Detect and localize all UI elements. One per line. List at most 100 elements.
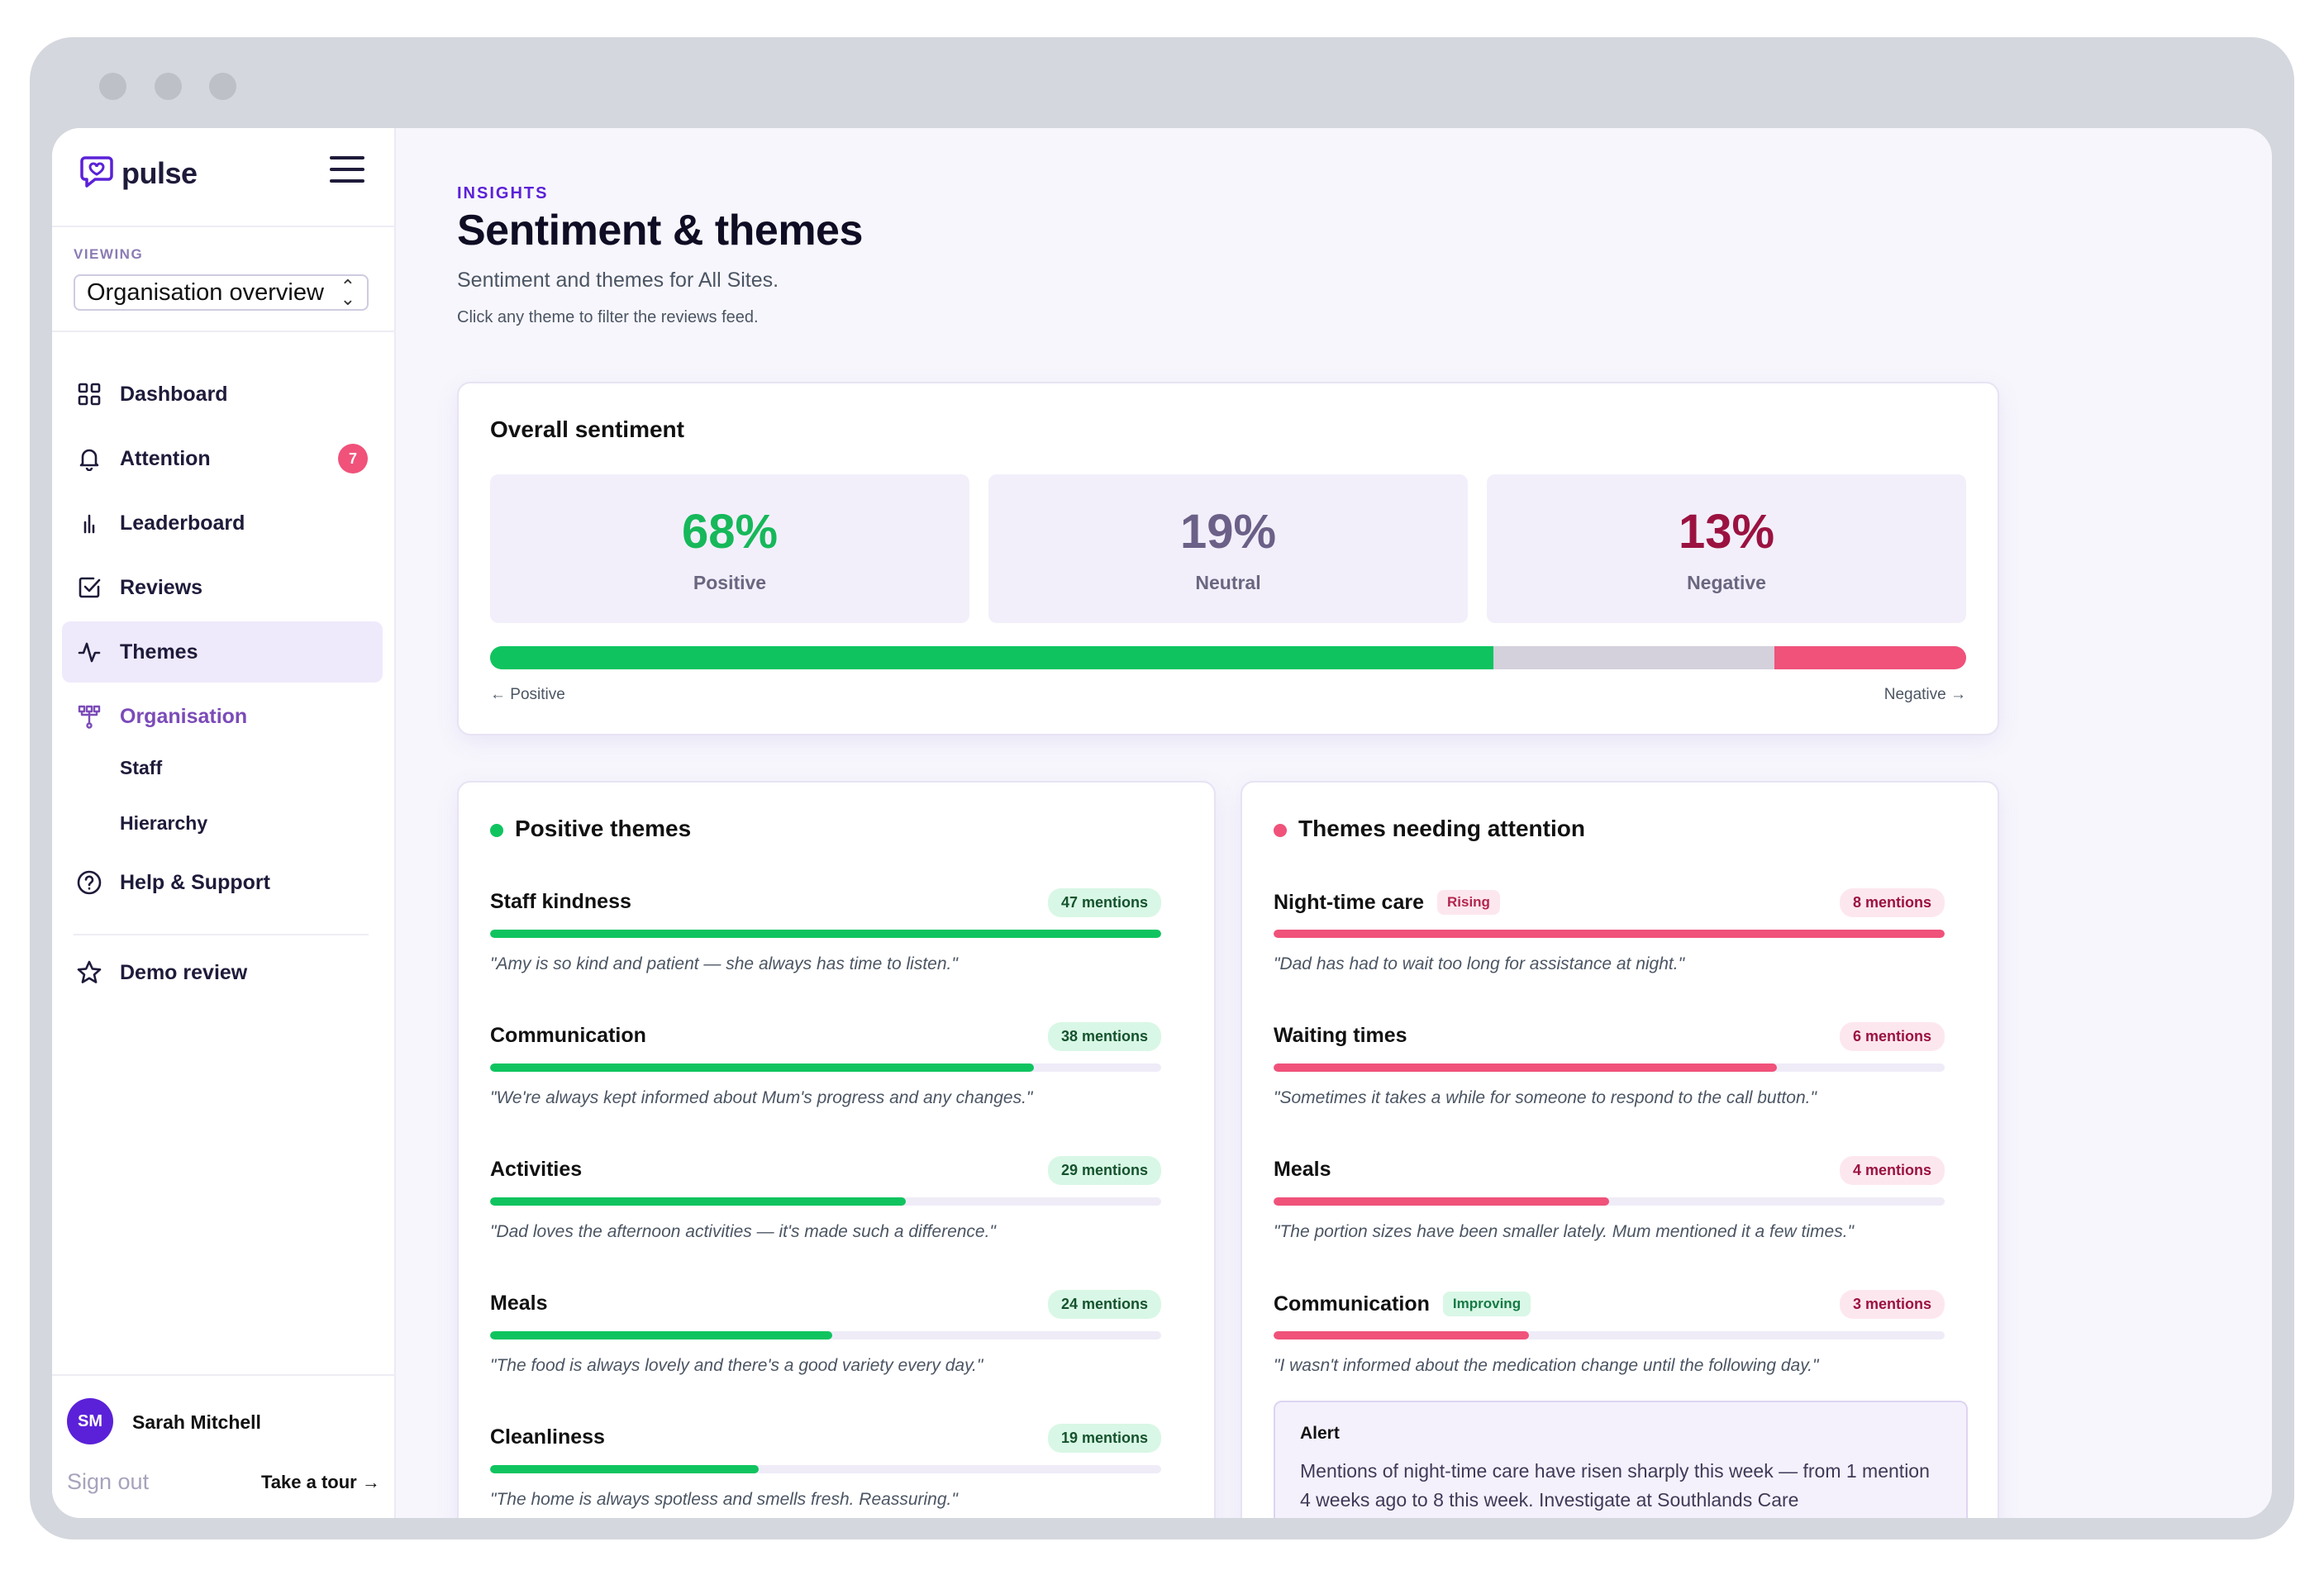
sidebar-item-label: Organisation	[120, 704, 248, 728]
sidebar-item-leaderboard[interactable]: Leaderboard	[62, 492, 383, 554]
negative-label: Negative	[1687, 572, 1766, 593]
take-tour-link[interactable]: Take a tour →	[261, 1472, 380, 1492]
page-eyebrow: INSIGHTS	[457, 184, 549, 202]
theme-row[interactable]: Cleanliness 19 mentions "The home is alway…	[490, 1424, 1161, 1518]
theme-name: Night-time care	[1274, 890, 1424, 914]
mentions-badge: 4 mentions	[1839, 1156, 1945, 1185]
sidebar-item-attention[interactable]: Attention 7	[62, 428, 383, 489]
trend-tag: Rising	[1436, 890, 1500, 915]
mentions-badge: 6 mentions	[1839, 1022, 1945, 1051]
sentiment-bar-neutral	[1493, 646, 1774, 669]
logo[interactable]: pulse	[79, 153, 198, 193]
positive-dot-icon	[490, 824, 503, 837]
sidebar-item-label: Themes	[120, 640, 198, 664]
theme-bar-fill	[1274, 930, 1945, 938]
theme-name-wrap: Meals	[1274, 1158, 1331, 1182]
sidebar-divider	[52, 1374, 396, 1376]
negative-percentage: 13%	[1678, 505, 1775, 559]
theme-bar-fill	[490, 1465, 759, 1473]
sidebar-item-label: Dashboard	[120, 382, 228, 406]
mentions-badge: 47 mentions	[1047, 888, 1161, 917]
theme-bar-fill	[490, 930, 1161, 938]
theme-bar-track	[1274, 930, 1945, 938]
sentiment-bar-positive	[490, 646, 1494, 669]
positive-stat[interactable]: 68% Positive	[490, 474, 969, 623]
user-name: Sarah Mitchell	[132, 1411, 261, 1433]
theme-name: Meals	[1274, 1158, 1331, 1181]
theme-quote: "I wasn't informed about the medication …	[1274, 1356, 1819, 1375]
theme-quote: "Sometimes it takes a while for someone …	[1274, 1088, 1817, 1107]
theme-row[interactable]: Meals 24 mentions "The food is always love…	[490, 1290, 1161, 1416]
theme-name-wrap: Meals	[490, 1292, 547, 1316]
neutral-stat[interactable]: 19% Neutral	[988, 474, 1468, 623]
sidebar-subitem-hierarchy[interactable]: Hierarchy	[120, 812, 208, 834]
sidebar-item-themes[interactable]: Themes	[62, 621, 383, 683]
theme-row[interactable]: Communication 38 mentions "We're always ke…	[490, 1022, 1161, 1148]
org-chart-icon	[75, 702, 103, 730]
page-hint: Click any theme to filter the reviews fe…	[457, 308, 759, 326]
window-minimize-dot[interactable]	[155, 73, 182, 100]
sidebar-item-demo-review[interactable]: Demo review	[62, 942, 383, 1003]
overall-sentiment-card: Overall sentiment 68% Positive 19% Neutr…	[457, 382, 1999, 735]
theme-row[interactable]: Meals 4 mentions "The portion sizes have b…	[1274, 1156, 1945, 1282]
trend-tag: Improving	[1442, 1292, 1531, 1316]
theme-bar-track	[490, 1063, 1161, 1072]
sentiment-bar	[490, 646, 1966, 669]
viewing-select[interactable]: Organisation overview ⌃ ⌄	[74, 274, 369, 311]
browser-window: pulse VIEWING Organisation overview ⌃ ⌄ D…	[30, 37, 2294, 1539]
help-circle-icon	[75, 868, 103, 897]
pulse-logo-icon	[79, 153, 115, 193]
theme-bar-track	[490, 1465, 1161, 1473]
grid-icon	[75, 380, 103, 408]
theme-name-wrap: Communication	[490, 1024, 646, 1048]
star-icon	[75, 959, 103, 987]
avatar[interactable]: SM	[67, 1398, 113, 1444]
theme-row[interactable]: Night-time care Rising 8 mentions "Dad has …	[1274, 888, 1945, 1014]
theme-quote: "Amy is so kind and patient — she always…	[490, 954, 958, 973]
window-close-dot[interactable]	[99, 73, 126, 100]
theme-name: Communication	[1274, 1292, 1430, 1316]
positive-percentage: 68%	[681, 505, 779, 559]
sidebar-item-help[interactable]: Help & Support	[62, 852, 383, 913]
theme-bar-fill	[1274, 1197, 1609, 1206]
sidebar-item-reviews[interactable]: Reviews	[62, 557, 383, 618]
checkbox-icon	[75, 573, 103, 602]
theme-bar-fill	[1274, 1063, 1777, 1072]
mentions-badge: 24 mentions	[1047, 1290, 1161, 1319]
positive-themes-title: Positive themes	[515, 816, 692, 841]
window-maximize-dot[interactable]	[209, 73, 236, 100]
theme-bar-track	[1274, 1197, 1945, 1206]
theme-name: Cleanliness	[490, 1425, 605, 1449]
sentiment-bar-negative	[1774, 646, 1966, 669]
select-chevron-icon: ⌃ ⌄	[340, 275, 355, 309]
hamburger-menu-icon[interactable]	[330, 156, 364, 189]
theme-quote: "The food is always lovely and there's a…	[490, 1356, 983, 1375]
theme-quote: "We're always kept informed about Mum's …	[490, 1088, 1033, 1107]
app-viewport: pulse VIEWING Organisation overview ⌃ ⌄ D…	[52, 128, 2272, 1518]
theme-bar-fill	[1274, 1331, 1529, 1339]
negative-stat[interactable]: 13% Negative	[1487, 474, 1966, 623]
sidebar-divider	[52, 331, 396, 332]
theme-name: Staff kindness	[490, 890, 631, 913]
theme-name-wrap: Activities	[490, 1158, 582, 1182]
positive-label: Positive	[693, 572, 767, 593]
viewing-select-value: Organisation overview	[87, 278, 324, 306]
theme-row[interactable]: Staff kindness 47 mentions "Amy is so kind…	[490, 888, 1161, 1014]
sidebar-subitem-staff[interactable]: Staff	[120, 757, 163, 778]
theme-bar-track	[1274, 1331, 1945, 1339]
mentions-badge: 3 mentions	[1839, 1290, 1945, 1319]
sidebar-item-dashboard[interactable]: Dashboard	[62, 364, 383, 425]
theme-row[interactable]: Activities 29 mentions "Dad loves the afte…	[490, 1156, 1161, 1282]
theme-row[interactable]: Waiting times 6 mentions "Sometimes it tak…	[1274, 1022, 1945, 1148]
theme-bar-track	[490, 930, 1161, 938]
bar-positive-end-label: ← Positive	[490, 686, 565, 703]
theme-quote: "The portion sizes have been smaller lat…	[1274, 1222, 1854, 1241]
attention-dot-icon	[1274, 824, 1287, 837]
theme-row[interactable]: Communication Improving 3 mentions "I wasn'…	[1274, 1290, 1945, 1416]
theme-bar-track	[490, 1331, 1161, 1339]
sign-out-link[interactable]: Sign out	[67, 1469, 150, 1494]
page-title: Sentiment & themes	[457, 207, 863, 255]
sidebar-item-organisation[interactable]: Organisation	[62, 686, 383, 747]
theme-bar-track	[490, 1197, 1161, 1206]
sidebar: pulse VIEWING Organisation overview ⌃ ⌄ D…	[52, 128, 396, 1518]
